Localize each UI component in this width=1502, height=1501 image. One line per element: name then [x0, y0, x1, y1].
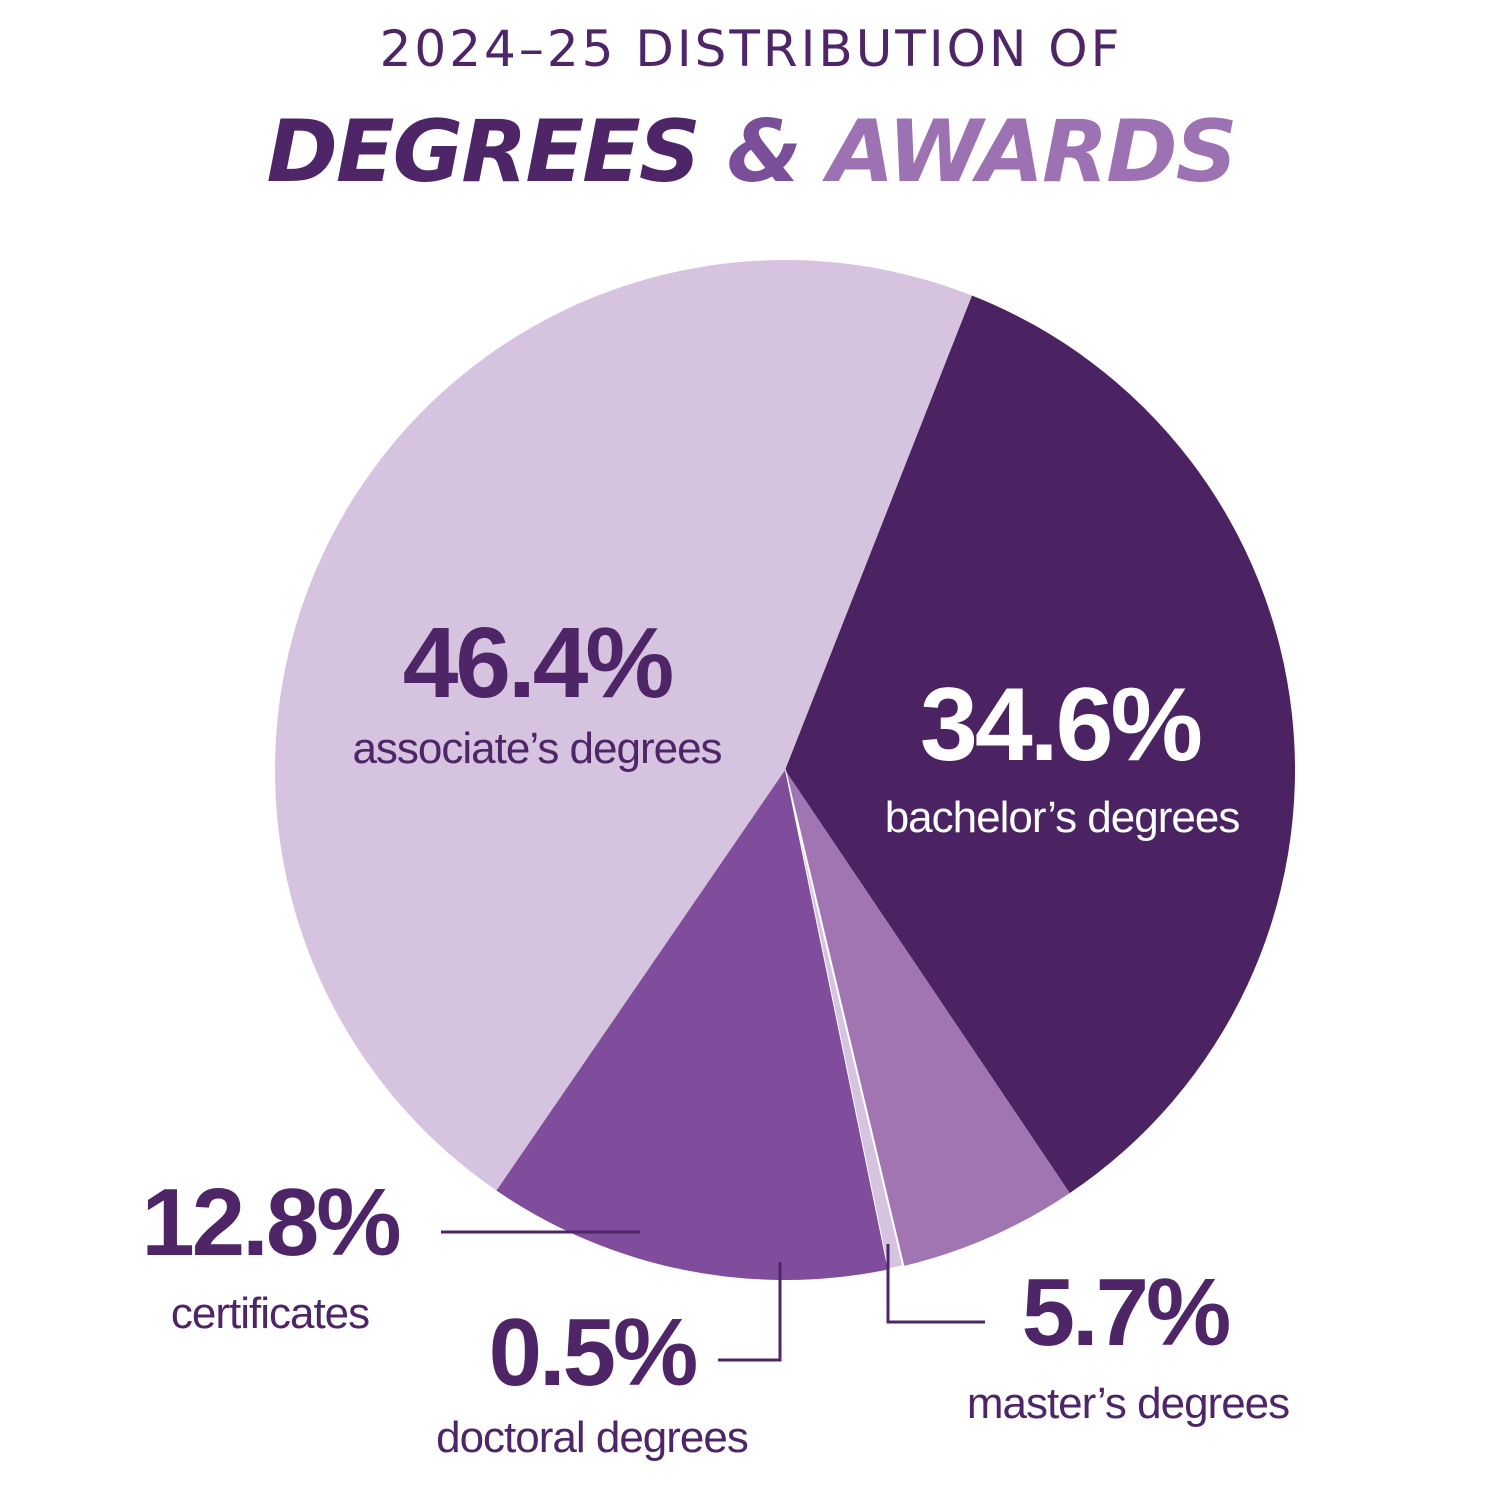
title-word-degrees: DEGREES — [266, 102, 700, 202]
value-label-certificates: 12.8% — [141, 1169, 399, 1276]
pie-slices — [274, 259, 1296, 1281]
category-label-doctoral-degrees: doctoral degrees — [436, 1413, 748, 1462]
pie-slice-associate-s-degrees — [274, 259, 972, 1191]
leader-line-doctoral — [718, 1262, 782, 1362]
value-label-bachelor-s-degrees: 34.6% — [920, 667, 1200, 783]
value-label-associate-s-degrees: 46.4% — [403, 607, 673, 719]
title-word-awards: AWARDS — [827, 102, 1238, 202]
leader-lines — [441, 1230, 985, 1362]
category-label-associate-s-degrees: associate’s degrees — [352, 724, 721, 773]
chart-title-line2: DEGREES & AWARDS — [0, 102, 1502, 202]
title-ampersand: & — [726, 102, 802, 202]
leader-line-masters — [886, 1244, 985, 1324]
slice-labels: 34.6% bachelor’s degrees 5.7% master’s degr… — [141, 607, 1290, 1462]
pie-slice-bachelor-s-degrees — [785, 295, 1296, 1194]
category-label-certificates: certificates — [171, 1289, 369, 1338]
value-label-master-s-degrees: 5.7% — [1022, 1259, 1229, 1366]
category-label-bachelor-s-degrees: bachelor’s degrees — [885, 793, 1240, 842]
value-label-doctoral-degrees: 0.5% — [489, 1299, 696, 1406]
category-label-master-s-degrees: master’s degrees — [967, 1379, 1289, 1428]
chart-title-line1: 2024–25 DISTRIBUTION OF — [379, 20, 1123, 78]
pie-slice-certificates — [496, 770, 888, 1281]
pie-slice-master-s-degrees — [785, 770, 1070, 1267]
